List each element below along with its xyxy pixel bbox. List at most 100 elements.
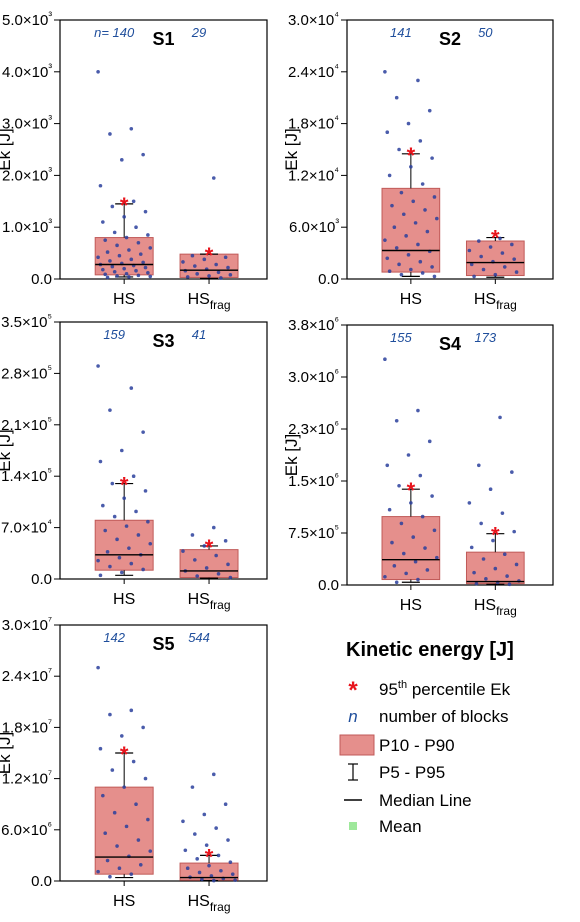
data-point (127, 248, 131, 252)
data-point (98, 459, 103, 464)
data-point (108, 408, 112, 412)
data-point (129, 708, 134, 713)
data-point (394, 418, 399, 423)
data-point (399, 272, 404, 277)
data-point (467, 248, 472, 253)
data-point (131, 199, 136, 204)
data-point (469, 545, 474, 550)
data-point (427, 108, 432, 113)
plot-frame (346, 19, 554, 280)
data-point (500, 511, 505, 515)
data-point (411, 535, 416, 539)
data-point (385, 463, 390, 468)
data-point (467, 501, 472, 505)
data-point (226, 838, 230, 842)
data-point (230, 872, 235, 876)
group-hs: 159 * (94, 327, 154, 578)
y-tick-label: 7.5×10⁵ (288, 523, 339, 542)
data-point (226, 562, 230, 567)
data-point (423, 546, 427, 550)
data-point (134, 225, 138, 229)
data-point (122, 496, 126, 501)
data-point (514, 270, 519, 274)
data-point (510, 470, 514, 474)
data-point (226, 265, 230, 270)
data-point (397, 262, 401, 267)
data-point (427, 439, 432, 444)
data-point (418, 473, 423, 478)
data-point (202, 257, 207, 262)
n-label: 50 (478, 25, 493, 40)
data-point (148, 849, 153, 853)
data-point (228, 273, 233, 277)
data-point (134, 509, 138, 514)
data-point (500, 251, 505, 255)
data-point (481, 267, 486, 272)
data-point (105, 250, 110, 254)
y-tick-label: 3.0×10⁶ (288, 367, 339, 386)
data-point (105, 275, 110, 280)
data-point (146, 519, 150, 524)
data-point (399, 190, 404, 195)
data-point (406, 453, 411, 457)
data-point (214, 553, 218, 558)
legend-mean-icon (349, 822, 357, 830)
data-point (98, 746, 103, 751)
data-point (430, 265, 434, 269)
panel-s1: 0.0 1.0×10³ 2.0×10³ 3.0×10³ 4.0×10³ 5.0×10³ HS… (0, 10, 268, 312)
data-point (119, 734, 124, 738)
data-point (416, 408, 420, 413)
data-point (383, 574, 387, 579)
data-point (190, 533, 195, 537)
data-point (138, 862, 143, 867)
data-point (138, 252, 143, 256)
data-point (502, 265, 507, 269)
group-hs: 155 * (381, 330, 441, 585)
data-point (195, 574, 199, 578)
y-tick-label: 3.5×10⁵ (1, 312, 52, 331)
data-point (432, 274, 437, 279)
group-hsfrag: 50 * (465, 25, 525, 279)
data-point (420, 271, 425, 275)
x-label-hs: HS (113, 591, 135, 608)
data-point (129, 386, 134, 390)
data-point (233, 878, 237, 882)
data-point (124, 235, 129, 240)
group-hs: 142 * (94, 630, 154, 879)
data-point (420, 514, 425, 519)
data-point (416, 577, 420, 582)
data-point (141, 430, 145, 434)
data-point (146, 270, 150, 275)
y-tick-label: 4.0×10³ (2, 62, 52, 81)
n-label: 173 (474, 330, 496, 345)
plot-frame (59, 321, 268, 580)
box-p10-p90 (94, 519, 154, 571)
y-axis-label: Ek [J] (0, 732, 14, 775)
data-point (488, 245, 493, 249)
data-point (148, 274, 153, 279)
group-hsfrag: 544 * (179, 630, 239, 883)
data-point (214, 262, 218, 267)
data-point (141, 152, 145, 157)
data-point (193, 832, 197, 836)
data-point (108, 874, 112, 879)
data-point (477, 463, 481, 468)
data-point (195, 857, 199, 861)
data-point (129, 872, 134, 876)
data-point (117, 253, 122, 258)
y-tick-label: 1.4×10⁵ (1, 466, 52, 485)
data-point (148, 246, 153, 250)
legend-item-median-line: Median Line (344, 791, 472, 810)
data-point (193, 558, 197, 562)
p95-star: * (205, 844, 214, 869)
data-point (406, 121, 411, 126)
data-point (228, 860, 233, 865)
y-tick-label: 6.0×10³ (289, 217, 339, 236)
data-point (143, 489, 148, 493)
data-point (136, 240, 141, 245)
y-tick-label: 2.4×10⁷ (2, 666, 52, 685)
y-axis-label: Ek [J] (0, 128, 14, 171)
data-point (493, 272, 498, 277)
data-point (401, 212, 406, 217)
data-point (223, 539, 228, 543)
